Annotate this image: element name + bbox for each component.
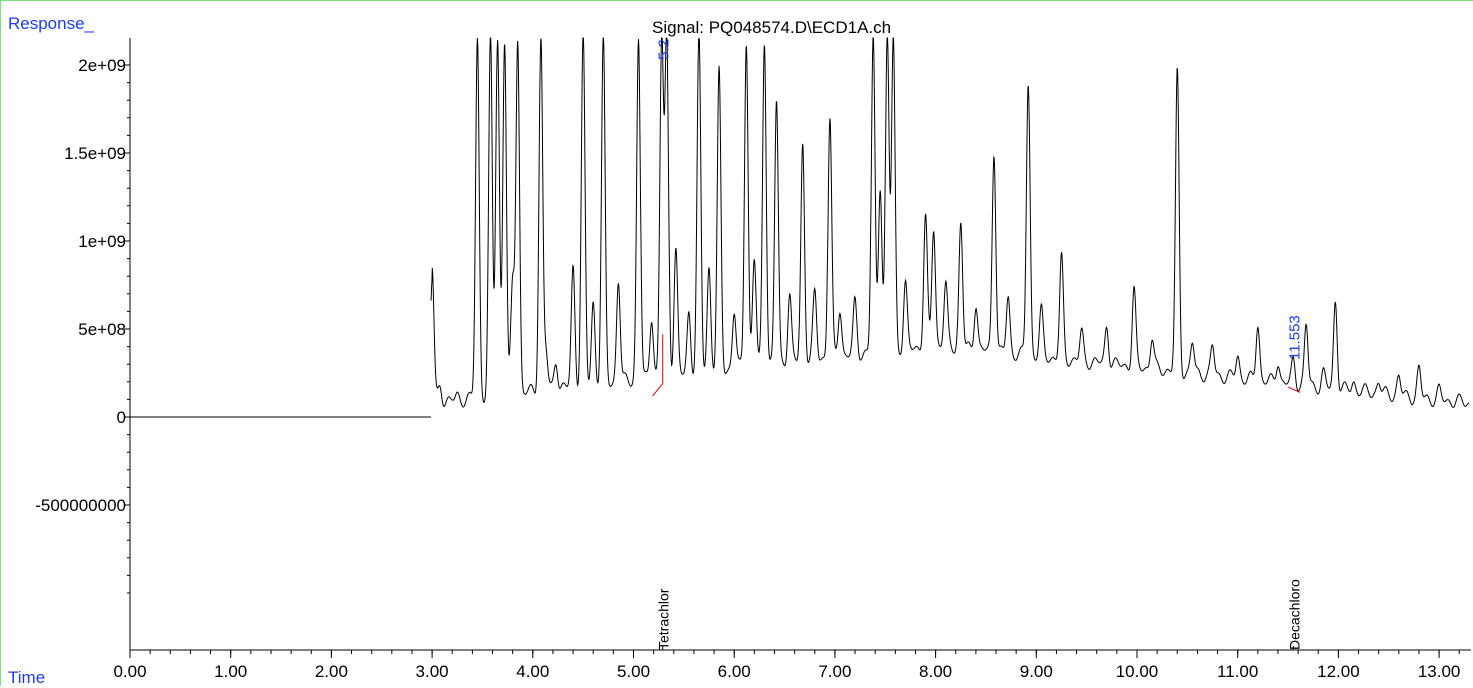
chart-title: Signal: PQ048574.D\ECD1A.ch — [652, 18, 892, 37]
y-tick-label: 0 — [117, 408, 126, 427]
y-tick-label: 1.5e+09 — [64, 144, 126, 163]
peak-rt-label: 5.2 — [656, 39, 673, 60]
y-tick-label: 5e+08 — [78, 320, 126, 339]
x-tick-label: 0.00 — [113, 662, 146, 681]
integration-baseline — [1287, 386, 1301, 393]
y-tick-label: -500000000 — [35, 496, 126, 515]
x-tick-label: 11.00 — [1217, 662, 1258, 681]
integration-baseline — [652, 334, 664, 397]
peak-rt-label: 11.553 — [1286, 315, 1303, 360]
x-axis-title: Time — [8, 668, 46, 687]
x-tick-label: 6.00 — [718, 662, 751, 681]
x-tick-label: 5.00 — [617, 662, 650, 681]
compound-label: Decachloro — [1286, 579, 1302, 650]
y-tick-label: 2e+09 — [78, 56, 126, 75]
x-tick-label: 7.00 — [818, 662, 851, 681]
x-tick-label: 2.00 — [315, 662, 348, 681]
x-tick-label: 10.00 — [1116, 662, 1159, 681]
x-tick-label: 12.00 — [1317, 662, 1360, 681]
chromatogram-trace — [430, 37, 1470, 408]
x-tick-label: 3.00 — [416, 662, 449, 681]
x-tick-label: 8.00 — [919, 662, 952, 681]
compound-label: Tetrachlor — [656, 588, 672, 650]
x-tick-label: 9.00 — [1020, 662, 1053, 681]
x-tick-label: 13.00 — [1418, 662, 1461, 681]
y-tick-label: 1e+09 — [78, 232, 126, 251]
x-tick-label: 1.00 — [214, 662, 247, 681]
y-axis-title: Response_ — [8, 14, 95, 33]
x-tick-label: 4.00 — [516, 662, 549, 681]
